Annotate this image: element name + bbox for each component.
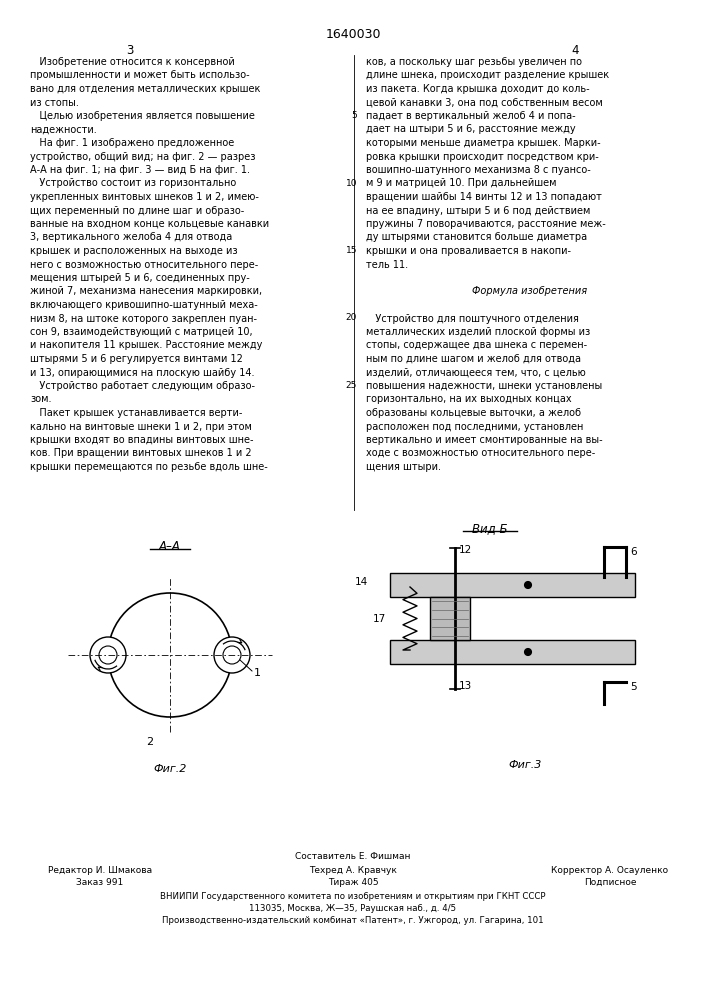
- Text: 1640030: 1640030: [325, 28, 381, 41]
- Text: Редактор И. Шмакова: Редактор И. Шмакова: [48, 866, 152, 875]
- Text: 25: 25: [346, 381, 357, 390]
- Text: Изобретение относится к консервной: Изобретение относится к консервной: [30, 57, 235, 67]
- Text: низм 8, на штоке которого закреплен пуан-: низм 8, на штоке которого закреплен пуан…: [30, 314, 257, 324]
- Text: повышения надежности, шнеки установлены: повышения надежности, шнеки установлены: [366, 381, 602, 391]
- Text: 17: 17: [373, 613, 386, 624]
- Text: ду штырями становится больше диаметра: ду штырями становится больше диаметра: [366, 232, 587, 242]
- Text: ванные на входном конце кольцевые канавки: ванные на входном конце кольцевые канавк…: [30, 219, 269, 229]
- Circle shape: [525, 582, 532, 588]
- Circle shape: [525, 648, 532, 656]
- Text: на ее впадину, штыри 5 и 6 под действием: на ее впадину, штыри 5 и 6 под действием: [366, 206, 590, 216]
- Text: вращении шайбы 14 винты 12 и 13 попадают: вращении шайбы 14 винты 12 и 13 попадают: [366, 192, 602, 202]
- Text: 5: 5: [351, 111, 357, 120]
- Text: крышки перемещаются по резьбе вдоль шне-: крышки перемещаются по резьбе вдоль шне-: [30, 462, 268, 472]
- Text: На фиг. 1 изображено предложенное: На фиг. 1 изображено предложенное: [30, 138, 234, 148]
- Text: ходе с возможностью относительного пере-: ходе с возможностью относительного пере-: [366, 448, 595, 458]
- Text: зом.: зом.: [30, 394, 52, 404]
- Text: изделий, отличающееся тем, что, с целью: изделий, отличающееся тем, что, с целью: [366, 367, 586, 377]
- Text: 2: 2: [146, 737, 153, 747]
- Text: и 13, опирающимися на плоскую шайбу 14.: и 13, опирающимися на плоскую шайбу 14.: [30, 367, 255, 377]
- Text: 6: 6: [630, 547, 636, 557]
- Text: 3: 3: [127, 44, 134, 57]
- Text: А-А на фиг. 1; на фиг. 3 — вид Б на фиг. 1.: А-А на фиг. 1; на фиг. 3 — вид Б на фиг.…: [30, 165, 250, 175]
- Text: тель 11.: тель 11.: [366, 259, 408, 269]
- Text: включающего кривошипно-шатунный меха-: включающего кривошипно-шатунный меха-: [30, 300, 258, 310]
- Text: устройство, общий вид; на фиг. 2 — разрез: устройство, общий вид; на фиг. 2 — разре…: [30, 151, 255, 161]
- Text: мещения штырей 5 и 6, соединенных пру-: мещения штырей 5 и 6, соединенных пру-: [30, 273, 250, 283]
- Text: падает в вертикальный желоб 4 и попа-: падает в вертикальный желоб 4 и попа-: [366, 111, 575, 121]
- Text: сон 9, взаимодействующий с матрицей 10,: сон 9, взаимодействующий с матрицей 10,: [30, 327, 252, 337]
- Text: Устройство состоит из горизонтально: Устройство состоит из горизонтально: [30, 178, 236, 188]
- Text: дает на штыри 5 и 6, расстояние между: дает на штыри 5 и 6, расстояние между: [366, 124, 575, 134]
- Text: 4: 4: [571, 44, 579, 57]
- Text: Устройство работает следующим образо-: Устройство работает следующим образо-: [30, 381, 255, 391]
- Text: вертикально и имеет смонтированные на вы-: вертикально и имеет смонтированные на вы…: [366, 435, 602, 445]
- Text: Фиг.3: Фиг.3: [508, 760, 542, 770]
- Text: надежности.: надежности.: [30, 124, 97, 134]
- Circle shape: [90, 637, 126, 673]
- Text: кально на винтовые шнеки 1 и 2, при этом: кально на винтовые шнеки 1 и 2, при этом: [30, 422, 252, 432]
- Text: щих переменный по длине шаг и образо-: щих переменный по длине шаг и образо-: [30, 206, 244, 216]
- Text: Целью изобретения является повышение: Целью изобретения является повышение: [30, 111, 255, 121]
- Text: м 9 и матрицей 10. При дальнейшем: м 9 и матрицей 10. При дальнейшем: [366, 178, 556, 188]
- Text: 12: 12: [459, 545, 472, 555]
- Text: жиной 7, механизма нанесения маркировки,: жиной 7, механизма нанесения маркировки,: [30, 286, 262, 296]
- Text: A–A: A–A: [159, 540, 181, 553]
- Text: из пакета. Когда крышка доходит до коль-: из пакета. Когда крышка доходит до коль-: [366, 84, 590, 94]
- Text: 10: 10: [346, 178, 357, 188]
- Text: Формула изобретения: Формула изобретения: [472, 286, 588, 296]
- Text: штырями 5 и 6 регулируется винтами 12: штырями 5 и 6 регулируется винтами 12: [30, 354, 243, 364]
- Text: 113035, Москва, Ж—35, Раушская наб., д. 4/5: 113035, Москва, Ж—35, Раушская наб., д. …: [250, 904, 457, 913]
- Text: Тираж 405: Тираж 405: [327, 878, 378, 887]
- Text: Заказ 991: Заказ 991: [76, 878, 124, 887]
- Text: вано для отделения металлических крышек: вано для отделения металлических крышек: [30, 84, 260, 94]
- Bar: [390, 573, 635, 597]
- Text: крышек и расположенных на выходе из: крышек и расположенных на выходе из: [30, 246, 238, 256]
- Text: промышленности и может быть использо-: промышленности и может быть использо-: [30, 70, 250, 81]
- Text: Корректор А. Осауленко: Корректор А. Осауленко: [551, 866, 669, 875]
- Text: расположен под последними, установлен: расположен под последними, установлен: [366, 422, 583, 432]
- Text: ровка крышки происходит посредством кри-: ровка крышки происходит посредством кри-: [366, 151, 599, 161]
- Text: 13: 13: [459, 681, 472, 691]
- Text: Составитель Е. Фишман: Составитель Е. Фишман: [296, 852, 411, 861]
- Text: Техред А. Кравчук: Техред А. Кравчук: [309, 866, 397, 875]
- Text: крышки и она проваливается в накопи-: крышки и она проваливается в накопи-: [366, 246, 571, 256]
- Text: Устройство для поштучного отделения: Устройство для поштучного отделения: [366, 314, 579, 324]
- Text: ков. При вращении винтовых шнеков 1 и 2: ков. При вращении винтовых шнеков 1 и 2: [30, 448, 252, 458]
- Text: 1: 1: [254, 668, 261, 678]
- Text: 20: 20: [346, 314, 357, 322]
- Text: 5: 5: [630, 682, 636, 692]
- Text: длине шнека, происходит разделение крышек: длине шнека, происходит разделение крыше…: [366, 70, 609, 81]
- Text: Подписное: Подписное: [584, 878, 636, 887]
- Text: ков, а поскольку шаг резьбы увеличен по: ков, а поскольку шаг резьбы увеличен по: [366, 57, 582, 67]
- Text: 15: 15: [346, 246, 357, 255]
- Circle shape: [214, 637, 250, 673]
- Text: 14: 14: [355, 577, 368, 587]
- Text: из стопы.: из стопы.: [30, 98, 79, 107]
- Text: металлических изделий плоской формы из: металлических изделий плоской формы из: [366, 327, 590, 337]
- Text: которыми меньше диаметра крышек. Марки-: которыми меньше диаметра крышек. Марки-: [366, 138, 601, 148]
- Text: крышки входят во впадины винтовых шне-: крышки входят во впадины винтовых шне-: [30, 435, 254, 445]
- Text: Пакет крышек устанавливается верти-: Пакет крышек устанавливается верти-: [30, 408, 243, 418]
- Text: укрепленных винтовых шнеков 1 и 2, имею-: укрепленных винтовых шнеков 1 и 2, имею-: [30, 192, 259, 202]
- Text: ВНИИПИ Государственного комитета по изобретениям и открытиям при ГКНТ СССР: ВНИИПИ Государственного комитета по изоб…: [160, 892, 546, 901]
- Text: Вид Б: Вид Б: [472, 522, 508, 535]
- Text: стопы, содержащее два шнека с перемен-: стопы, содержащее два шнека с перемен-: [366, 340, 587, 351]
- Text: Фиг.2: Фиг.2: [153, 764, 187, 774]
- Bar: [390, 640, 635, 664]
- Text: Производственно-издательский комбинат «Патент», г. Ужгород, ул. Гагарина, 101: Производственно-издательский комбинат «П…: [162, 916, 544, 925]
- Text: ным по длине шагом и желоб для отвода: ным по длине шагом и желоб для отвода: [366, 354, 581, 364]
- Bar: [430, 597, 470, 640]
- Text: и накопителя 11 крышек. Расстояние между: и накопителя 11 крышек. Расстояние между: [30, 340, 262, 351]
- Text: пружины 7 поворачиваются, расстояние меж-: пружины 7 поворачиваются, расстояние меж…: [366, 219, 606, 229]
- Text: вошипно-шатунного механизма 8 с пуансо-: вошипно-шатунного механизма 8 с пуансо-: [366, 165, 591, 175]
- Text: него с возможностью относительного пере-: него с возможностью относительного пере-: [30, 259, 258, 269]
- Text: образованы кольцевые выточки, а желоб: образованы кольцевые выточки, а желоб: [366, 408, 581, 418]
- Text: цевой канавки 3, она под собственным весом: цевой канавки 3, она под собственным вес…: [366, 98, 603, 107]
- Text: 3, вертикального желоба 4 для отвода: 3, вертикального желоба 4 для отвода: [30, 232, 233, 242]
- Text: щения штыри.: щения штыри.: [366, 462, 441, 472]
- Text: горизонтально, на их выходных концах: горизонтально, на их выходных концах: [366, 394, 572, 404]
